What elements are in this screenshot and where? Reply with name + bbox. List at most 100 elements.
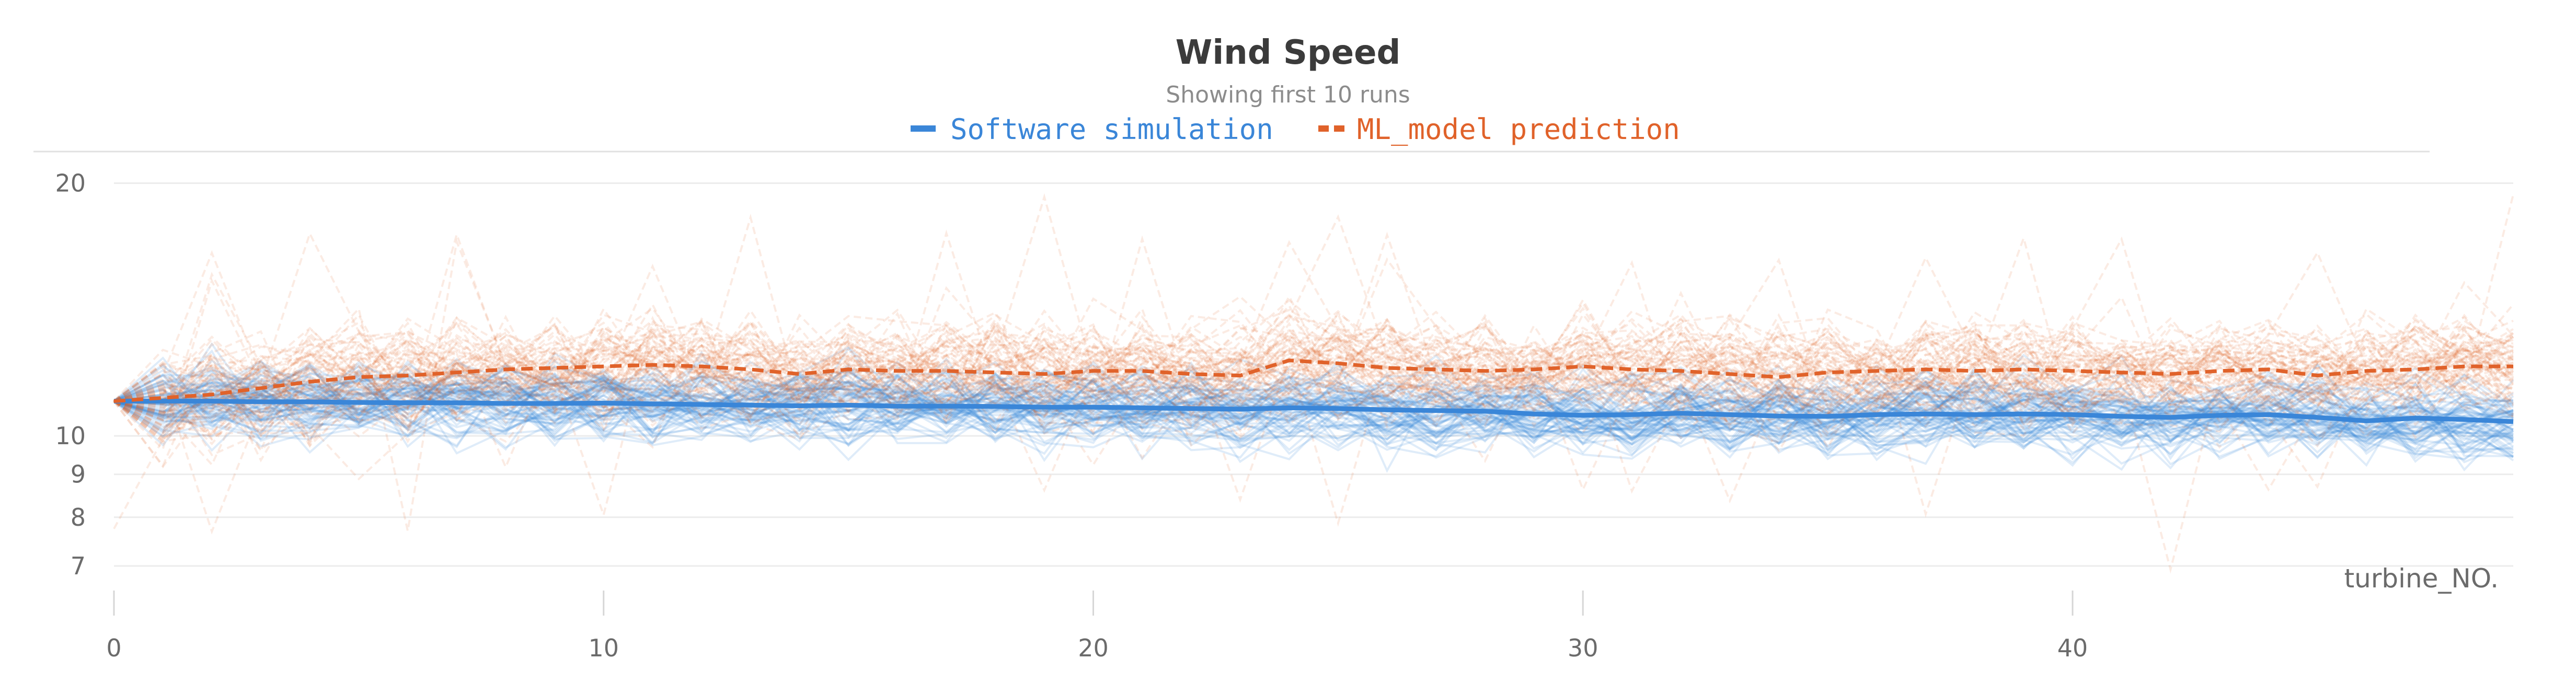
chart-title: Wind Speed [1176, 33, 1401, 72]
run-trace-ml-model-prediction [113, 193, 2514, 447]
run-trace-ml-model-prediction [113, 315, 2514, 443]
run-trace-ml-model-prediction [113, 235, 2514, 448]
run-trace-ml-model-prediction [113, 303, 2514, 460]
run-trace-ml-model-prediction [113, 277, 2514, 451]
run-trace-software-simulation [113, 359, 2514, 449]
run-trace-ml-model-prediction [113, 310, 2514, 453]
run-trace-ml-model-prediction [113, 257, 2514, 426]
run-trace-ml-model-prediction [113, 260, 2514, 446]
legend-label-ml-model-prediction: ML_model prediction [1357, 113, 1680, 146]
run-trace-software-simulation [113, 369, 2514, 460]
x-tick-label: 30 [1568, 634, 1598, 662]
x-tick-label: 10 [588, 634, 619, 662]
run-trace-ml-model-prediction [113, 329, 2514, 450]
run-trace-ml-model-prediction [113, 317, 2514, 527]
run-trace-software-simulation [113, 362, 2514, 444]
series-lines [113, 358, 2514, 424]
run-trace-ml-model-prediction [113, 311, 2514, 433]
run-trace-software-simulation [113, 367, 2514, 451]
run-trace-ml-model-prediction [113, 250, 2514, 438]
y-tick-label: 10 [55, 422, 86, 450]
run-trace-ml-model-prediction [113, 322, 2514, 449]
run-trace-software-simulation [113, 366, 2514, 459]
run-trace-ml-model-prediction [113, 319, 2514, 423]
run-trace-ml-model-prediction [113, 307, 2514, 437]
chart-subtitle: Showing first 10 runs [1166, 82, 1410, 108]
run-trace-software-simulation [113, 361, 2514, 460]
gridlines [114, 182, 2513, 567]
run-trace-software-simulation [113, 367, 2514, 471]
run-trace-software-simulation [113, 362, 2514, 439]
run-trace-ml-model-prediction [113, 194, 2514, 422]
run-trace-software-simulation [113, 364, 2514, 460]
x-axis-label: turbine_NO. [2344, 563, 2499, 594]
run-trace-software-simulation [113, 357, 2514, 449]
run-trace-ml-model-prediction [113, 319, 2514, 444]
run-trace-ml-model-prediction [113, 329, 2514, 415]
run-trace-software-simulation [113, 361, 2514, 453]
run-trace-software-simulation [113, 346, 2514, 448]
run-trace-ml-model-prediction [113, 313, 2514, 503]
run-trace-software-simulation [113, 365, 2514, 456]
run-trace-ml-model-prediction [113, 321, 2514, 519]
run-trace-software-simulation [113, 365, 2514, 456]
run-trace-software-simulation [113, 365, 2514, 438]
run-trace-software-simulation [113, 365, 2514, 453]
run-trace-software-simulation [113, 353, 2514, 462]
run-trace-ml-model-prediction [113, 319, 2514, 445]
run-trace-software-simulation [113, 372, 2514, 459]
y-tick-label: 8 [71, 503, 86, 531]
run-trace-software-simulation [113, 358, 2514, 450]
run-trace-ml-model-prediction [113, 258, 2514, 518]
run-trace-ml-model-prediction [113, 329, 2514, 420]
run-trace-software-simulation [113, 361, 2514, 440]
run-trace-ml-model-prediction [113, 314, 2514, 493]
run-trace-ml-model-prediction [113, 308, 2514, 443]
run-trace-ml-model-prediction [113, 281, 2514, 468]
x-tick-label: 40 [2057, 634, 2088, 662]
run-trace-ml-model-prediction [113, 321, 2514, 438]
run-trace-ml-model-prediction [113, 314, 2514, 453]
run-trace-software-simulation [113, 352, 2514, 452]
run-trace-software-simulation [113, 364, 2514, 447]
run-trace-software-simulation [113, 374, 2514, 459]
run-trace-ml-model-prediction [113, 299, 2514, 449]
run-trace-ml-model-prediction [113, 323, 2514, 443]
run-trace-ml-model-prediction [113, 272, 2514, 438]
run-trace-ml-model-prediction [113, 232, 2514, 467]
run-trace-ml-model-prediction [113, 213, 2514, 531]
run-trace-software-simulation [113, 356, 2514, 455]
run-trace-ml-model-prediction [113, 320, 2514, 440]
run-trace-ml-model-prediction [113, 318, 2514, 437]
run-trace-software-simulation [113, 346, 2514, 457]
run-trace-ml-model-prediction [113, 317, 2514, 439]
run-trace-ml-model-prediction [113, 309, 2514, 429]
run-trace-software-simulation [113, 363, 2514, 455]
legend-label-software-simulation: Software simulation [950, 113, 1273, 146]
run-trace-software-simulation [113, 380, 2514, 451]
run-trace-software-simulation [113, 362, 2514, 458]
run-trace-ml-model-prediction [113, 316, 2514, 494]
run-trace-software-simulation [113, 376, 2514, 447]
run-trace-ml-model-prediction [113, 306, 2514, 529]
run-trace-ml-model-prediction [113, 304, 2514, 418]
x-tick-label: 0 [106, 634, 121, 662]
axes: 7 8 9 10 20 0 10 20 30 40 [55, 169, 2088, 662]
run-trace-software-simulation [113, 366, 2514, 459]
run-trace-ml-model-prediction [113, 235, 2514, 467]
x-tick-label: 20 [1078, 634, 1109, 662]
series-line-ml-model-prediction[interactable] [113, 358, 2513, 403]
y-tick-label: 9 [71, 460, 86, 489]
run-trace-ml-model-prediction [113, 230, 2514, 435]
series-line-software-simulation[interactable] [114, 399, 2514, 424]
run-trace-software-simulation [113, 372, 2514, 461]
legend-item-software-simulation[interactable]: Software simulation [911, 113, 1273, 146]
run-trace-software-simulation [113, 350, 2514, 452]
run-trace-ml-model-prediction [113, 308, 2514, 434]
legend-item-ml-model-prediction[interactable]: ML_model prediction [1318, 113, 1680, 146]
run-trace-software-simulation [113, 368, 2514, 456]
run-trace-ml-model-prediction [113, 309, 2514, 470]
run-trace-software-simulation [113, 375, 2514, 458]
run-trace-software-simulation [113, 371, 2514, 463]
